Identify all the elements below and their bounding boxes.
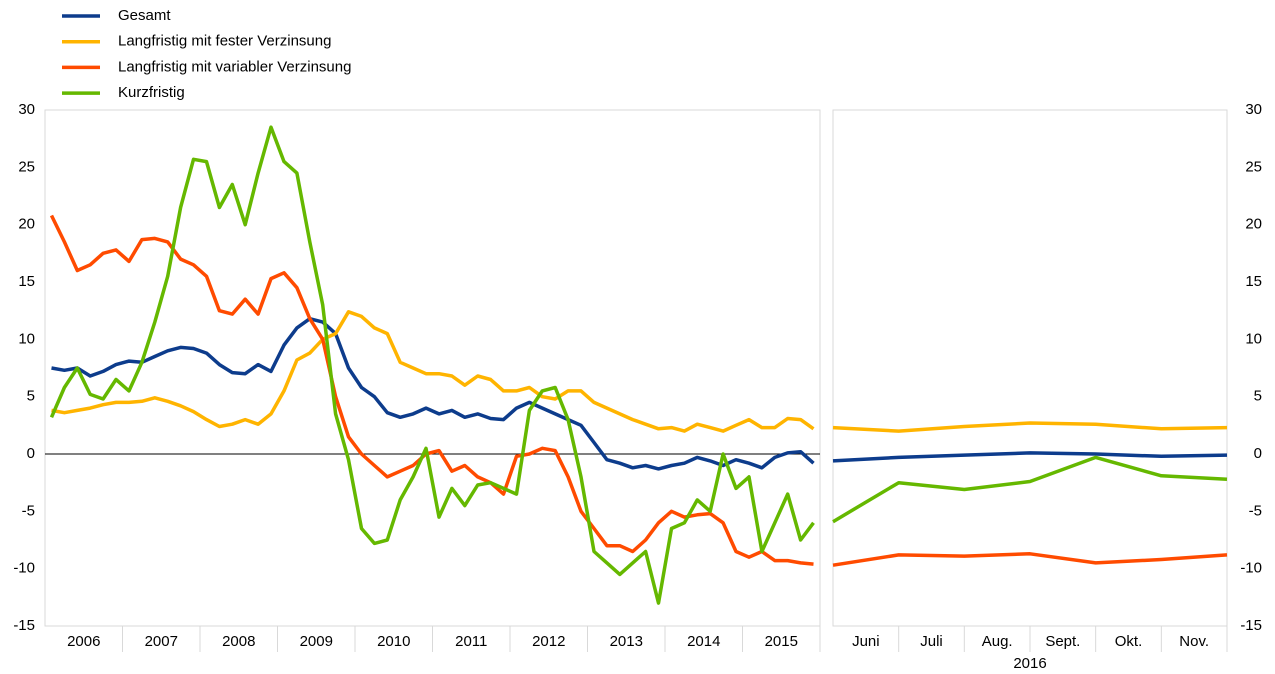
x-tick-label: 2010 [377,633,410,650]
y-tick-label: 10 [1245,330,1262,347]
y-tick-label: 25 [18,158,35,175]
y-tick-label: -15 [1240,617,1262,634]
y-tick-label: 30 [1245,101,1262,118]
y-tick-label: 15 [1245,273,1262,290]
y-tick-label: 5 [27,388,35,405]
x-tick-label: 2007 [145,633,178,650]
series-line [51,310,815,433]
x-tick-label: 2015 [765,633,798,650]
series-line [832,421,1228,433]
x-tick-label: 2012 [532,633,565,650]
legend-label: Langfristig mit variabler Verzinsung [118,58,351,75]
x-tick-label: Okt. [1115,633,1143,650]
series-line [832,455,1228,524]
plot-frame [44,109,821,627]
x-axis-label: 2016 [1013,655,1046,672]
y-tick-label: -5 [1249,502,1262,519]
y-tick-label: 0 [1254,445,1262,462]
y-tick-label: 30 [18,101,35,118]
y-tick-label: 15 [18,273,35,290]
x-tick-label: 2013 [610,633,643,650]
y-tick-label: -15 [13,617,35,634]
legend-label: Kurzfristig [118,84,185,101]
x-tick-label: 2009 [300,633,333,650]
y-tick-label: 10 [18,330,35,347]
x-tick-label: 2011 [455,633,487,650]
x-tick-label: Juni [852,633,880,650]
y-tick-label: -5 [22,502,35,519]
series-line [832,451,1228,463]
y-tick-label: 0 [27,445,35,462]
series-line [49,125,815,605]
y-tick-label: 20 [18,216,35,233]
series-line [832,552,1228,567]
series-line [51,316,815,471]
y-tick-label: 25 [1245,158,1262,175]
plot-frame [832,109,1228,627]
legend-label: Langfristig mit fester Verzinsung [118,33,331,50]
x-tick-label: 2014 [687,633,720,650]
y-tick-label: -10 [1240,560,1262,577]
x-tick-label: Juli [920,633,943,650]
y-tick-label: 5 [1254,388,1262,405]
x-tick-label: Nov. [1179,633,1209,650]
x-tick-label: Aug. [982,633,1013,650]
legend-label: Gesamt [118,7,171,24]
y-tick-label: -10 [13,560,35,577]
x-tick-label: 2008 [222,633,255,650]
y-tick-label: 20 [1245,216,1262,233]
series-line [49,214,814,566]
x-tick-label: Sept. [1045,633,1080,650]
x-tick-label: 2006 [67,633,100,650]
